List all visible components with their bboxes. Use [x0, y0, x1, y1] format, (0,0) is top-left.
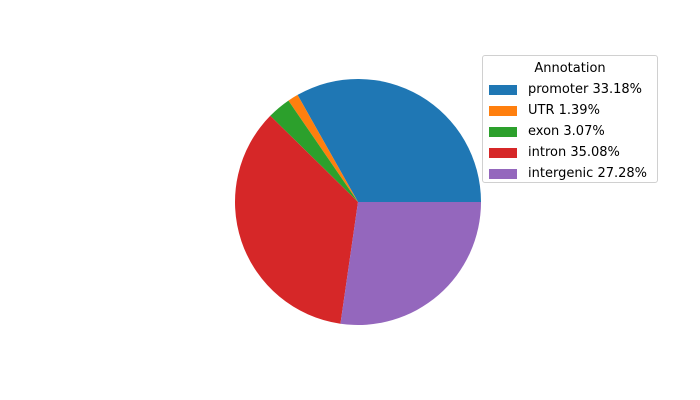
legend-item-promoter: promoter 33.18% — [483, 79, 657, 100]
legend-swatch — [489, 105, 517, 116]
pie-slice-promoter — [297, 79, 481, 202]
legend-swatch — [489, 147, 517, 158]
legend-item-intergenic: intergenic 27.28% — [483, 163, 657, 184]
legend-label: exon 3.07% — [528, 124, 605, 139]
legend-label: intergenic 27.28% — [528, 166, 648, 181]
legend-swatch — [489, 84, 517, 95]
legend-label: promoter 33.18% — [528, 82, 643, 97]
legend-item-utr: UTR 1.39% — [483, 100, 657, 121]
legend-item-exon: exon 3.07% — [483, 121, 657, 142]
legend: Annotation promoter 33.18% UTR 1.39% exon … — [482, 55, 658, 183]
pie-slice-intergenic — [340, 202, 481, 325]
legend-swatch — [489, 126, 517, 137]
pie-slice-utr — [288, 94, 358, 202]
pie-slice-intron — [235, 115, 358, 324]
legend-swatch — [489, 168, 517, 179]
legend-label: intron 35.08% — [528, 145, 620, 160]
pie-slice-exon — [270, 100, 358, 202]
legend-title: Annotation — [534, 61, 606, 76]
legend-item-intron: intron 35.08% — [483, 142, 657, 163]
legend-label: UTR 1.39% — [528, 103, 600, 118]
